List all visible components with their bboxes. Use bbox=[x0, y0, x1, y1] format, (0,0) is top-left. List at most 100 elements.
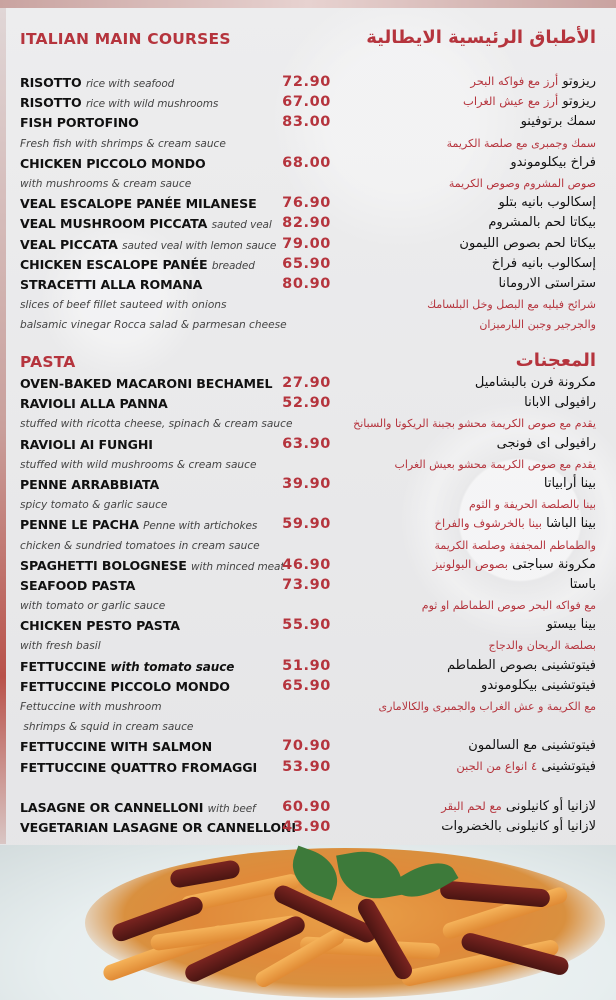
item-name-group: FETTUCCINE WITH SALMON bbox=[20, 739, 212, 754]
description-text-arabic: يقدم مع صوص الكريمة محشو بجبنة الريكوتا … bbox=[353, 417, 596, 431]
item-name-arabic-group: رافيولى الابانا bbox=[524, 395, 596, 410]
item-name-arabic: فيتوتشينى مع السالمون bbox=[468, 738, 596, 754]
menu-item[interactable]: CHICKEN PESTO PASTA 55.90 بينا بيستو bbox=[0, 616, 616, 636]
menu-item[interactable]: RISOTTO rice with seafood 72.90 ريزوتو أرز… bbox=[0, 73, 616, 93]
item-name-arabic: لازانيا أو كانيلونى bbox=[505, 798, 596, 814]
description-text-arabic: والطماطم المجففة وصلصة الكريمة bbox=[434, 538, 596, 552]
item-description: sauted veal bbox=[211, 219, 272, 232]
item-name-group: RAVIOLI ALLA PANNA bbox=[20, 396, 168, 411]
item-price: 43.90 bbox=[282, 819, 331, 836]
item-name-group: LASAGNE OR CANNELLONI with beef bbox=[20, 800, 256, 815]
item-name: RAVIOLI ALLA PANNA bbox=[20, 396, 168, 412]
menu-item[interactable]: RAVIOLI ALLA PANNA 52.90 رافيولى الابانا bbox=[0, 394, 616, 414]
description-text-arabic: بينا بالصلصة الحريفة و الثوم bbox=[468, 498, 596, 512]
item-name-arabic-group: لازانيا أو كانيلونى بالخضروات bbox=[441, 819, 596, 834]
description-text: Fettuccine with mushroom bbox=[20, 701, 162, 713]
item-price: 63.90 bbox=[282, 435, 331, 452]
item-name-arabic: بينا بيستو bbox=[546, 617, 596, 633]
menu-item[interactable]: FETTUCCINE WITH SALMON 70.90 فيتوتشينى مع … bbox=[0, 737, 616, 757]
item-description: rice with wild mushrooms bbox=[85, 98, 219, 111]
item-name-arabic-group: ريزوتو أرز مع فواكه البحر bbox=[470, 74, 596, 89]
menu-item[interactable]: VEAL PICCATA sauted veal with lemon sauc… bbox=[0, 235, 616, 255]
item-description: sauted veal with lemon sauce bbox=[122, 239, 277, 252]
item-name-group: RISOTTO rice with seafood bbox=[20, 75, 174, 90]
spacer bbox=[0, 778, 616, 798]
menu-item[interactable]: VEGETARIAN LASAGNE OR CANNELLONI 43.90 لاز… bbox=[0, 818, 616, 838]
item-name: RAVIOLI AI FUNGHI bbox=[20, 436, 153, 452]
item-price: 82.90 bbox=[282, 215, 331, 232]
item-name-arabic: بينا أرابياتا bbox=[543, 475, 596, 491]
menu-item[interactable]: CHICKEN ESCALOPE PANÉE breaded 65.90 إسكال… bbox=[0, 255, 616, 275]
menu-item[interactable]: FETTUCCINE QUATTRO FROMAGGI 53.90 فيتوتشين… bbox=[0, 758, 616, 778]
menu-item[interactable]: RAVIOLI AI FUNGHI 63.90 رافيولى اى فونجى bbox=[0, 435, 616, 455]
item-name-arabic-group: إسكالوب بانيه بتلو bbox=[499, 195, 596, 210]
description-text: with mushrooms & cream sauce bbox=[20, 177, 192, 190]
item-name: LASAGNE OR CANNELLONI bbox=[20, 799, 204, 815]
item-name-arabic-group: بيكاتا لحم بالمشروم bbox=[488, 215, 596, 230]
menu-item[interactable]: VEAL MUSHROOM PICCATA sauted veal 82.90 بي… bbox=[0, 214, 616, 234]
description-line: chicken & sundried tomatoes in cream sau… bbox=[0, 536, 616, 556]
item-name-arabic: فيتوتشينى bbox=[541, 758, 596, 774]
item-description: with minced meat bbox=[191, 560, 285, 573]
item-name-group: FETTUCCINE PICCOLO MONDO bbox=[20, 679, 230, 694]
description-line: with tomato or garlic sauce مع فواكه البح… bbox=[0, 596, 616, 616]
menu-item[interactable]: CHICKEN PICCOLO MONDO 68.00 فراخ بيكلوموند… bbox=[0, 154, 616, 174]
item-name-arabic-group: فراخ بيكلوموندو bbox=[510, 155, 596, 170]
item-price: 51.90 bbox=[282, 657, 331, 674]
item-name-arabic-group: باستا bbox=[570, 577, 596, 592]
item-name-group: CHICKEN PESTO PASTA bbox=[20, 618, 180, 633]
menu-item[interactable]: OVEN-BAKED MACARONI BECHAMEL 27.90 مكرونة … bbox=[0, 374, 616, 394]
item-name: STRACETTI ALLA ROMANA bbox=[20, 276, 203, 292]
item-name-arabic: باستا bbox=[569, 576, 596, 592]
description-line: with mushrooms & cream sauce صوص المشروم … bbox=[0, 174, 616, 194]
item-price: 59.90 bbox=[282, 516, 331, 533]
menu-item[interactable]: FETTUCCINE PICCOLO MONDO 65.90 فيتوتشينى ب… bbox=[0, 677, 616, 697]
description-line: balsamic vinegar Rocca salad & parmesan … bbox=[0, 315, 616, 335]
item-name-arabic-group: لازانيا أو كانيلونى مع لحم البقر bbox=[441, 799, 596, 814]
item-name-arabic-group: ستراستى الارومانا bbox=[499, 276, 596, 291]
item-name-arabic: بينا الباشا bbox=[546, 516, 596, 532]
item-name: OVEN-BAKED MACARONI BECHAMEL bbox=[20, 376, 273, 391]
menu-item[interactable]: PENNE LE PACHA Penne with artichokes 59.9… bbox=[0, 515, 616, 535]
item-name-arabic: ريزوتو bbox=[562, 94, 596, 110]
item-price: 79.00 bbox=[282, 235, 331, 252]
menu-item[interactable]: FISH PORTOFINO 83.00 سمك برتوفينو bbox=[0, 113, 616, 133]
description-text-arabic: يقدم مع صوص الكريمة محشو بعيش الغراب bbox=[394, 457, 596, 471]
item-price: 55.90 bbox=[282, 617, 331, 634]
pasta-photo bbox=[0, 845, 616, 1000]
item-price: 60.90 bbox=[282, 798, 331, 815]
description-line: with fresh basil بصلصة الريحان والدجاج bbox=[0, 636, 616, 656]
item-name-arabic: إسكالوب بانيه فراخ bbox=[491, 255, 596, 271]
item-name-arabic: فيتوتشينى بيكلوموندو bbox=[481, 677, 596, 693]
item-name-arabic: إسكالوب بانيه بتلو bbox=[498, 195, 596, 211]
item-price: 73.90 bbox=[282, 576, 331, 593]
menu-item[interactable]: SEAFOOD PASTA 73.90 باستا bbox=[0, 576, 616, 596]
menu-item[interactable]: SPAGHETTI BOLOGNESE with minced meat 46.9… bbox=[0, 556, 616, 576]
item-name: FETTUCCINE WITH SALMON bbox=[20, 739, 213, 755]
item-name: CHICKEN PESTO PASTA bbox=[20, 618, 180, 634]
item-description: Penne with artichokes bbox=[143, 520, 258, 533]
item-name: PENNE LE PACHA bbox=[20, 517, 139, 533]
item-name-arabic-group: بينا بيستو bbox=[547, 617, 596, 632]
item-name-group: STRACETTI ALLA ROMANA bbox=[20, 277, 202, 292]
description-line: Fettuccine with mushroom مع الكريمة و عش … bbox=[0, 697, 616, 717]
menu-item[interactable]: RISOTTO rice with wild mushrooms 67.00 ريز… bbox=[0, 93, 616, 113]
item-price: 39.90 bbox=[282, 475, 331, 492]
menu-item[interactable]: PENNE ARRABBIATA 39.90 بينا أرابياتا bbox=[0, 475, 616, 495]
item-price: 76.90 bbox=[282, 195, 331, 212]
menu-item[interactable]: LASAGNE OR CANNELLONI with beef 60.90 لازا… bbox=[0, 798, 616, 818]
item-name-arabic: مكرونة سباجتى bbox=[512, 556, 596, 572]
description-text-arabic: والجرجير وجبن البارميزان bbox=[479, 318, 596, 332]
item-name-group: SEAFOOD PASTA bbox=[20, 578, 135, 593]
item-name-arabic: لازانيا أو كانيلونى بالخضروات bbox=[441, 819, 596, 835]
item-name-arabic: بيكاتا لحم بالمشروم bbox=[488, 215, 596, 231]
item-name: VEAL PICCATA bbox=[20, 236, 118, 252]
menu-item[interactable]: VEAL ESCALOPE PANÉE MILANESE 76.90 إسكالوب… bbox=[0, 194, 616, 214]
item-name: CHICKEN ESCALOPE PANÉE bbox=[20, 256, 208, 272]
menu-item[interactable]: FETTUCCINE with tomato sauce 51.90 فيتوتشي… bbox=[0, 657, 616, 677]
item-name-group: VEAL ESCALOPE PANÉE MILANESE bbox=[20, 196, 257, 211]
top-border bbox=[0, 0, 616, 8]
section-title-arabic: المعجنات bbox=[515, 350, 596, 371]
menu-item[interactable]: STRACETTI ALLA ROMANA 80.90 ستراستى الاروم… bbox=[0, 275, 616, 295]
item-description-arabic: ٤ انواع من الجبن bbox=[456, 758, 538, 773]
